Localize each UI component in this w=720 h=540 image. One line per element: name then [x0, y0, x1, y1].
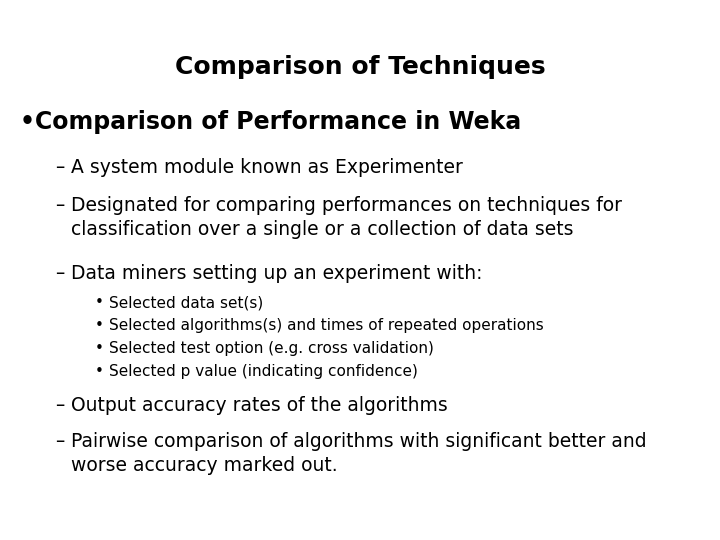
Text: A system module known as Experimenter: A system module known as Experimenter — [71, 158, 463, 177]
Text: Pairwise comparison of algorithms with significant better and
worse accuracy mar: Pairwise comparison of algorithms with s… — [71, 432, 647, 475]
Text: Selected test option (e.g. cross validation): Selected test option (e.g. cross validat… — [109, 341, 434, 356]
Text: Selected data set(s): Selected data set(s) — [109, 295, 264, 310]
Text: •: • — [95, 318, 104, 333]
Text: •: • — [95, 364, 104, 379]
Text: Output accuracy rates of the algorithms: Output accuracy rates of the algorithms — [71, 396, 448, 415]
Text: Selected p value (indicating confidence): Selected p value (indicating confidence) — [109, 364, 418, 379]
Text: •: • — [95, 341, 104, 356]
Text: •: • — [95, 295, 104, 310]
Text: Comparison of Performance in Weka: Comparison of Performance in Weka — [35, 110, 521, 134]
Text: •: • — [20, 110, 35, 134]
Text: –: – — [55, 196, 64, 215]
Text: Data miners setting up an experiment with:: Data miners setting up an experiment wit… — [71, 264, 482, 283]
Text: Designated for comparing performances on techniques for
classification over a si: Designated for comparing performances on… — [71, 196, 622, 239]
Text: –: – — [55, 158, 64, 177]
Text: –: – — [55, 432, 64, 451]
Text: Selected algorithms(s) and times of repeated operations: Selected algorithms(s) and times of repe… — [109, 318, 544, 333]
Text: Comparison of Techniques: Comparison of Techniques — [175, 55, 545, 79]
Text: –: – — [55, 264, 64, 283]
Text: –: – — [55, 396, 64, 415]
